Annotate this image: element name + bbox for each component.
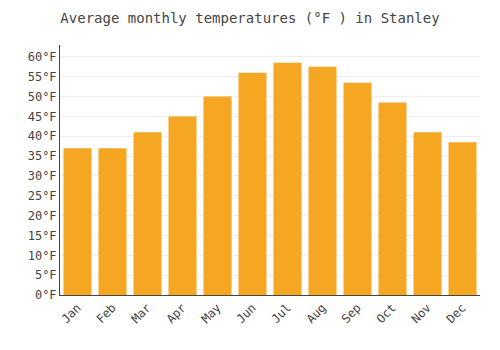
svg-text:Jun: Jun bbox=[234, 301, 259, 326]
svg-text:Jan: Jan bbox=[59, 301, 84, 326]
svg-text:45°F: 45°F bbox=[28, 110, 57, 124]
svg-text:Average monthly temperatures (: Average monthly temperatures (°F ) in St… bbox=[60, 10, 439, 26]
svg-text:30°F: 30°F bbox=[28, 169, 57, 183]
svg-text:60°F: 60°F bbox=[28, 50, 57, 64]
svg-text:May: May bbox=[199, 301, 224, 326]
svg-text:Mar: Mar bbox=[129, 301, 154, 326]
svg-text:Nov: Nov bbox=[409, 301, 434, 326]
svg-text:Apr: Apr bbox=[164, 301, 189, 326]
svg-text:40°F: 40°F bbox=[28, 129, 57, 143]
svg-text:Oct: Oct bbox=[374, 301, 399, 326]
svg-text:Feb: Feb bbox=[94, 301, 119, 326]
svg-text:15°F: 15°F bbox=[28, 229, 57, 243]
svg-text:10°F: 10°F bbox=[28, 249, 57, 263]
svg-text:55°F: 55°F bbox=[28, 70, 57, 84]
svg-text:Dec: Dec bbox=[444, 301, 469, 326]
svg-text:20°F: 20°F bbox=[28, 209, 57, 223]
svg-text:Sep: Sep bbox=[339, 301, 364, 326]
svg-text:Aug: Aug bbox=[304, 301, 329, 326]
svg-text:35°F: 35°F bbox=[28, 149, 57, 163]
svg-text:25°F: 25°F bbox=[28, 189, 57, 203]
svg-text:Jul: Jul bbox=[269, 301, 294, 326]
svg-text:50°F: 50°F bbox=[28, 90, 57, 104]
svg-text:5°F: 5°F bbox=[35, 268, 57, 282]
svg-text:0°F: 0°F bbox=[35, 288, 57, 302]
